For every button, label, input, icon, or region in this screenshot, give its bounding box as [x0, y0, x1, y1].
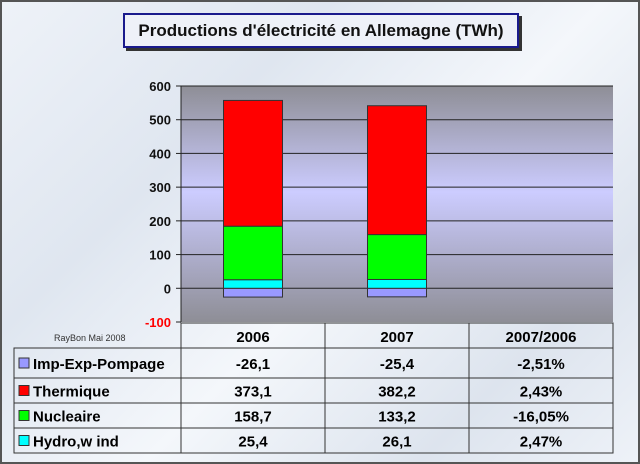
bar-nucleaire	[223, 225, 283, 281]
legend-label: Nucleaire	[33, 409, 101, 426]
table-cell: -25,4	[380, 356, 415, 373]
y-tick-label: -100	[145, 315, 171, 330]
bar-imp-exp-pompage	[367, 287, 427, 298]
y-tick-label: 0	[164, 281, 171, 296]
legend-key	[18, 435, 30, 446]
credit-text: RayBon Mai 2008	[54, 333, 126, 343]
table-header: 2007/2006	[506, 329, 577, 346]
table-cell: 25,4	[238, 434, 268, 451]
table-cell: 373,1	[234, 384, 272, 401]
table-cell: 133,2	[378, 409, 416, 426]
table-header: 2006	[236, 329, 269, 346]
y-tick-label: 200	[149, 214, 171, 229]
bar-hydro-w-ind	[223, 279, 283, 289]
table-cell: 158,7	[234, 409, 272, 426]
table-cell: 2,43%	[520, 384, 563, 401]
y-tick-label: 100	[149, 248, 171, 263]
y-tick-label: 300	[149, 180, 171, 195]
table-cell: -2,51%	[517, 356, 565, 373]
table-header: 2007	[380, 329, 413, 346]
legend-label: Hydro,w ind	[33, 434, 119, 451]
table-cell: 2,47%	[520, 434, 563, 451]
bar-thermique	[367, 105, 427, 236]
legend-key	[18, 357, 30, 369]
table-cell: 26,1	[382, 434, 411, 451]
chart-title: Productions d'électricité en Allemagne (…	[123, 13, 519, 48]
legend-key	[18, 385, 30, 396]
y-tick-label: 500	[149, 113, 171, 128]
legend-label: Thermique	[33, 384, 110, 401]
legend-key	[18, 410, 30, 421]
y-tick-label: 400	[149, 146, 171, 161]
table-cell: -26,1	[236, 356, 270, 373]
bar-thermique	[223, 99, 283, 227]
y-tick-label: 600	[149, 79, 171, 94]
bar-imp-exp-pompage	[223, 287, 283, 298]
legend-label: Imp-Exp-Pompage	[33, 356, 165, 373]
table-cell: -16,05%	[513, 409, 569, 426]
bar-hydro-w-ind	[367, 278, 427, 289]
table-cell: 382,2	[378, 384, 416, 401]
bar-nucleaire	[367, 234, 427, 280]
